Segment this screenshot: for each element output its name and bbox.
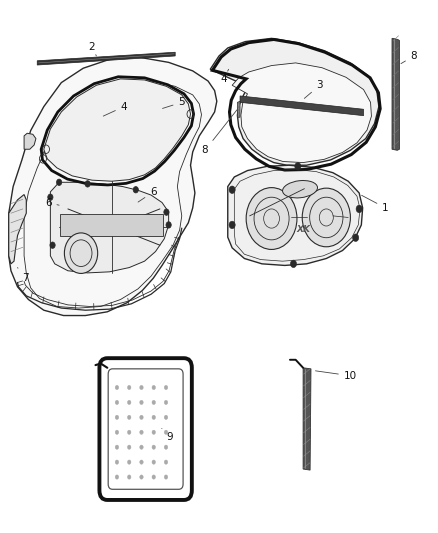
Text: 9: 9 [162,429,173,442]
Circle shape [152,415,155,419]
Circle shape [353,234,359,241]
Circle shape [152,400,155,405]
Polygon shape [44,79,191,181]
Circle shape [166,222,171,228]
Circle shape [164,400,168,405]
Circle shape [115,475,119,479]
Circle shape [152,430,155,434]
Circle shape [229,221,235,229]
Circle shape [115,415,119,419]
Polygon shape [24,133,36,149]
Circle shape [85,181,90,187]
Circle shape [164,475,168,479]
Circle shape [115,430,119,434]
Circle shape [140,415,143,419]
Polygon shape [50,182,169,273]
Polygon shape [228,165,363,265]
Polygon shape [210,38,379,165]
Circle shape [164,209,169,215]
Text: 5: 5 [162,98,185,108]
Circle shape [50,242,55,248]
Circle shape [152,475,155,479]
Text: 8: 8 [401,51,417,63]
Circle shape [115,400,119,405]
Circle shape [127,430,131,434]
Circle shape [164,430,168,434]
Circle shape [127,475,131,479]
Circle shape [140,385,143,390]
Text: 6: 6 [45,198,59,207]
Circle shape [356,205,362,213]
Text: XK: XK [297,225,311,233]
Polygon shape [60,214,163,236]
Text: 8: 8 [201,110,237,155]
Circle shape [164,445,168,449]
Circle shape [127,385,131,390]
Circle shape [152,385,155,390]
Circle shape [140,460,143,464]
Circle shape [133,187,138,193]
Circle shape [57,179,62,185]
Circle shape [229,186,235,193]
Circle shape [140,400,143,405]
Text: 7: 7 [18,268,29,283]
Polygon shape [392,38,399,150]
Circle shape [152,460,155,464]
Circle shape [290,260,297,268]
Text: 6: 6 [138,187,157,202]
Circle shape [152,445,155,449]
Ellipse shape [283,181,318,198]
Circle shape [64,233,98,273]
Polygon shape [37,52,175,65]
Text: 2: 2 [88,42,96,56]
Circle shape [164,460,168,464]
Polygon shape [9,195,26,264]
Circle shape [295,163,301,170]
Polygon shape [232,63,371,163]
Circle shape [127,415,131,419]
Polygon shape [9,57,217,316]
Circle shape [115,460,119,464]
Text: 4: 4 [220,69,229,84]
Circle shape [140,445,143,449]
Circle shape [164,415,168,419]
Circle shape [140,430,143,434]
Circle shape [246,188,297,249]
Circle shape [302,188,350,247]
Text: 1: 1 [362,195,389,213]
Circle shape [164,385,168,390]
Polygon shape [237,101,240,117]
Circle shape [140,475,143,479]
Circle shape [127,460,131,464]
Circle shape [115,445,119,449]
Polygon shape [240,96,364,116]
Circle shape [127,445,131,449]
Text: 4: 4 [103,102,127,116]
Polygon shape [303,368,311,470]
Circle shape [127,400,131,405]
Text: 3: 3 [304,80,323,99]
Circle shape [48,194,53,200]
Text: 10: 10 [315,371,357,381]
Circle shape [115,385,119,390]
